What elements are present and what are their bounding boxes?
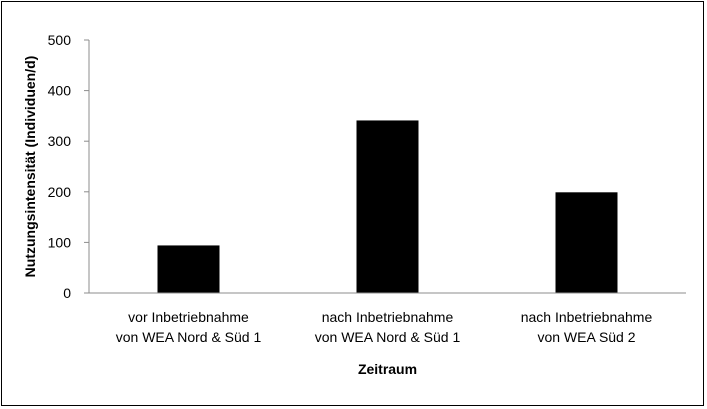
y-tick-label: 500 [48,32,72,48]
y-tick-label: 400 [48,83,72,99]
y-axis-title: Nutzungsintensität (Individuen/d) [22,56,38,278]
bars [157,120,618,293]
x-category-label-3: nach Inbetriebnahme von WEA Süd 2 [521,309,653,345]
x-category-label-1: vor Inbetriebnahme von WEA Nord & Süd 1 [116,309,262,345]
x-category-label-line: vor Inbetriebnahme [128,309,249,325]
y-tick-label: 100 [48,234,72,250]
x-category-label-line: von WEA Nord & Süd 1 [116,329,262,345]
x-category-label-line: von WEA Süd 2 [537,329,635,345]
x-category-label-line: nach Inbetriebnahme [322,309,454,325]
x-category-label-line: von WEA Nord & Süd 1 [315,329,461,345]
x-axis-title: Zeitraum [358,361,417,377]
bar-2 [356,120,419,293]
y-tick-label: 300 [48,133,72,149]
y-tick-label: 0 [63,285,71,301]
bar-1 [157,245,220,293]
x-category-label-line: nach Inbetriebnahme [521,309,653,325]
bar-3 [555,192,618,293]
x-axis-category-labels: vor Inbetriebnahme von WEA Nord & Süd 1na… [116,309,653,345]
x-category-label-2: nach Inbetriebnahme von WEA Nord & Süd 1 [315,309,461,345]
y-tick-label: 200 [48,184,72,200]
y-axis-ticks: 0 100 200 300 400 500 [48,32,89,301]
